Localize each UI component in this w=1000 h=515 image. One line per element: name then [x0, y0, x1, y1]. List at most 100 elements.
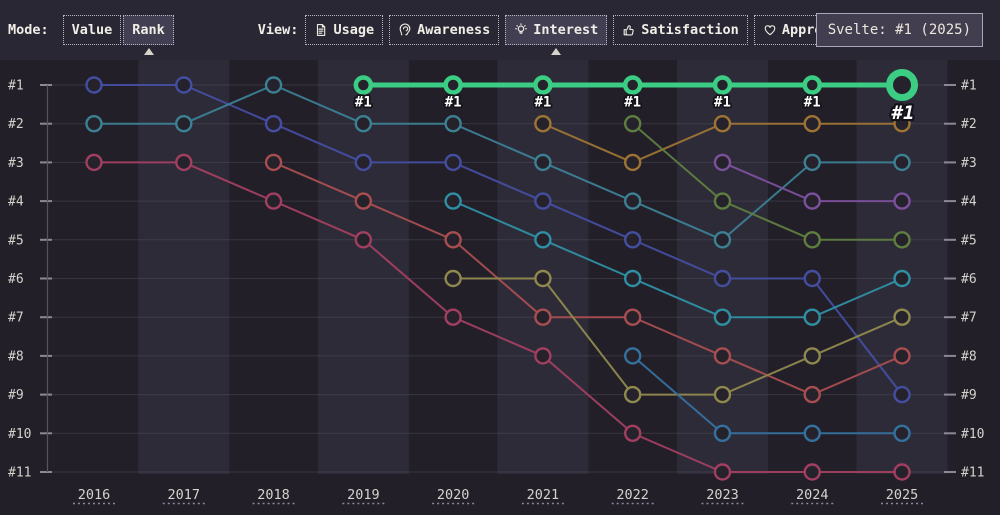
data-point[interactable]	[893, 308, 911, 326]
data-point[interactable]	[803, 115, 821, 133]
data-point[interactable]	[534, 231, 552, 249]
data-point[interactable]	[623, 231, 642, 249]
data-point[interactable]	[713, 269, 732, 288]
data-point[interactable]	[264, 115, 283, 133]
x-axis-year-label[interactable]: 2017	[168, 487, 201, 503]
data-point[interactable]	[803, 385, 821, 404]
data-point[interactable]	[85, 115, 103, 133]
data-point[interactable]	[713, 308, 732, 326]
data-point[interactable]	[893, 424, 911, 442]
data-point[interactable]	[893, 463, 911, 481]
data-point[interactable]	[353, 75, 374, 95]
x-axis-year-label[interactable]: 2022	[616, 487, 649, 503]
data-point[interactable]	[803, 192, 821, 210]
data-point[interactable]	[713, 347, 732, 365]
data-point[interactable]	[534, 269, 552, 288]
data-point[interactable]	[534, 347, 552, 365]
data-point[interactable]	[623, 192, 642, 210]
data-point[interactable]	[623, 115, 642, 133]
mode-button-value[interactable]: Value	[62, 14, 122, 46]
data-point[interactable]	[264, 76, 283, 94]
data-point[interactable]	[893, 231, 911, 249]
data-point[interactable]	[534, 153, 552, 172]
data-point[interactable]	[713, 153, 732, 172]
data-point[interactable]	[444, 308, 462, 326]
view-button-usage[interactable]: Usage	[305, 14, 384, 46]
data-point[interactable]	[803, 153, 821, 172]
rank-label-right: #11	[961, 466, 984, 481]
data-point[interactable]	[85, 76, 103, 94]
data-point[interactable]	[623, 308, 642, 326]
view-button-satisfaction[interactable]: Satisfaction	[613, 14, 748, 46]
data-point[interactable]	[622, 75, 643, 95]
data-point[interactable]	[175, 76, 193, 94]
view-button-awareness[interactable]: Awareness	[389, 14, 500, 46]
data-point[interactable]	[893, 115, 911, 133]
data-point[interactable]	[803, 269, 821, 288]
data-point[interactable]	[713, 424, 732, 442]
data-point[interactable]	[444, 153, 462, 172]
rank-label-left: #7	[8, 311, 24, 326]
data-point[interactable]	[623, 385, 642, 404]
data-point[interactable]	[534, 115, 552, 133]
data-point[interactable]	[713, 385, 732, 404]
data-point[interactable]	[893, 347, 911, 365]
data-point[interactable]	[443, 75, 463, 95]
series-line-olive-green	[632, 122, 903, 241]
data-point[interactable]	[623, 424, 642, 442]
data-point[interactable]	[444, 231, 462, 249]
data-point[interactable]	[893, 269, 911, 288]
x-axis-year-label[interactable]: 2025	[886, 487, 919, 503]
x-axis-year-label[interactable]: 2021	[527, 487, 560, 503]
data-point[interactable]	[713, 231, 732, 249]
data-point[interactable]	[713, 463, 732, 481]
mode-button-rank[interactable]: Rank	[123, 14, 174, 46]
data-point[interactable]	[264, 153, 283, 172]
x-axis-year-label[interactable]: 2018	[257, 487, 290, 503]
data-point[interactable]	[712, 75, 733, 95]
data-point[interactable]	[803, 347, 821, 365]
data-point[interactable]	[354, 231, 373, 249]
data-point[interactable]	[713, 115, 732, 133]
data-point[interactable]	[444, 269, 462, 288]
rank-label-left: #8	[8, 349, 24, 364]
data-point[interactable]	[623, 347, 642, 365]
rank-1-point-label: #1	[714, 95, 731, 111]
data-point[interactable]	[264, 192, 283, 210]
data-point[interactable]	[444, 192, 462, 210]
data-point[interactable]	[534, 192, 552, 210]
data-point[interactable]	[886, 69, 919, 101]
x-axis-year-label[interactable]: 2024	[796, 487, 829, 503]
view-button-interest[interactable]: Interest	[505, 14, 608, 46]
data-point[interactable]	[175, 153, 193, 172]
data-point[interactable]	[893, 385, 911, 404]
x-axis-year-label[interactable]: 2020	[437, 487, 470, 503]
series-line-red	[273, 161, 903, 396]
data-point[interactable]	[802, 75, 822, 95]
data-point[interactable]	[623, 153, 642, 172]
rank-label-left: #9	[8, 388, 24, 403]
x-axis-year-label[interactable]: 2019	[347, 487, 380, 503]
data-point[interactable]	[175, 115, 193, 133]
rank-1-point-label: #1	[804, 95, 821, 111]
data-point[interactable]	[354, 192, 373, 210]
data-point[interactable]	[85, 153, 103, 172]
data-point[interactable]	[893, 192, 911, 210]
data-point[interactable]	[533, 75, 553, 95]
data-point[interactable]	[534, 308, 552, 326]
data-point[interactable]	[623, 269, 642, 288]
data-point[interactable]	[713, 192, 732, 210]
series-line-teal	[94, 84, 903, 241]
x-axis-year-label[interactable]: 2023	[706, 487, 739, 503]
data-point[interactable]	[803, 424, 821, 442]
data-point[interactable]	[444, 115, 462, 133]
data-point[interactable]	[354, 153, 373, 172]
ear-icon	[399, 23, 411, 36]
rank-label-left: #10	[8, 427, 31, 442]
data-point[interactable]	[893, 153, 911, 172]
x-axis-year-label[interactable]: 2016	[78, 487, 111, 503]
data-point[interactable]	[803, 308, 821, 326]
data-point[interactable]	[803, 231, 821, 249]
data-point[interactable]	[354, 115, 373, 133]
data-point[interactable]	[803, 463, 821, 481]
